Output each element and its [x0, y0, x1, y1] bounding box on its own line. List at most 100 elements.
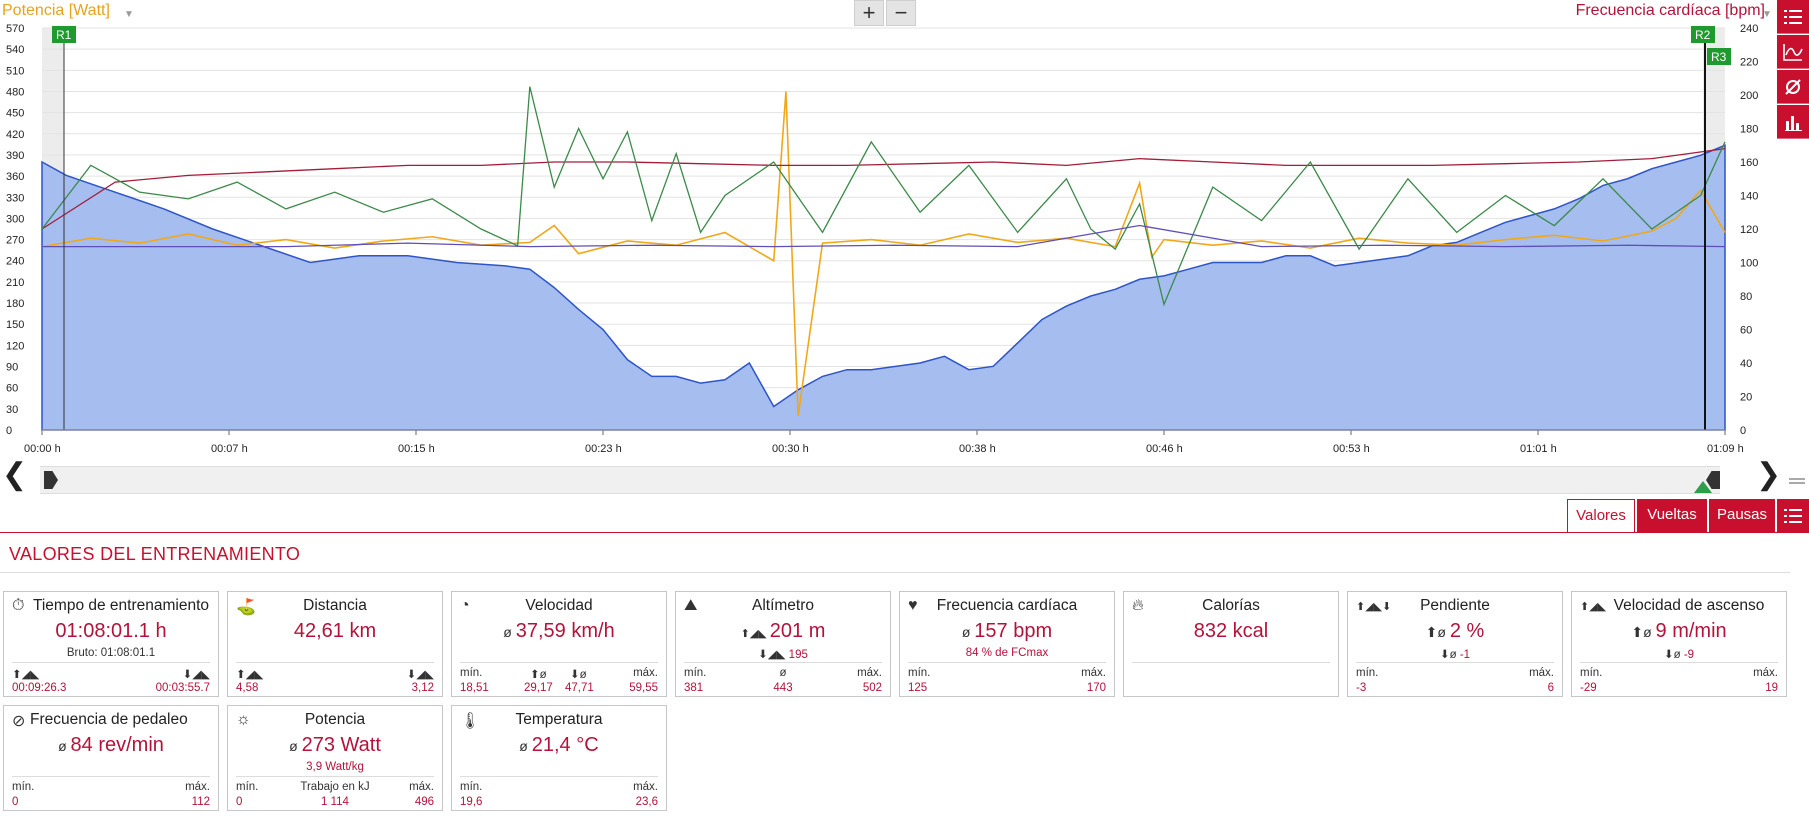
max-value: 170: [1086, 682, 1106, 694]
card-altimetro[interactable]: ⛰ Altímetro ⬆◢◣ 201 m ⬇◢◣ 195 mín. ø máx…: [675, 591, 891, 697]
card-value: 01:08:01.1 h: [55, 620, 167, 642]
list-icon[interactable]: [1777, 499, 1809, 533]
y-right-tick-label: 220: [1740, 57, 1758, 69]
x-tick-label: 00:30 h: [772, 443, 809, 455]
marker-label: R1: [56, 28, 72, 42]
y-right-tick-label: 160: [1740, 157, 1758, 169]
zoom-out-button[interactable]: −: [886, 0, 916, 26]
card-distancia[interactable]: ⛳ Distancia 42,61 km ⬆◢◣ ⬇◢◣ 4,58 3,12: [227, 591, 443, 697]
min-value: -29: [1580, 682, 1597, 694]
min-value: -3: [1356, 682, 1367, 694]
divider: [1356, 662, 1554, 663]
card-velocidad[interactable]: ◔ Velocidad ø 37,59 km/h mín. ⬆ø ⬇ø máx.…: [451, 591, 667, 697]
card-title: Altímetro: [751, 597, 814, 614]
min-value: 381: [684, 682, 704, 694]
y-left-tick-label: 30: [6, 404, 18, 416]
y-left-tick-label: 570: [6, 23, 24, 35]
marker-flag: [1691, 26, 1715, 43]
tab-valores[interactable]: Valores: [1567, 499, 1635, 533]
card-sub: ⬇ø -1: [1348, 647, 1562, 661]
card-calorias[interactable]: 🔥︎ Calorías 832 kcal: [1123, 591, 1339, 697]
y-right-tick-label: 100: [1740, 258, 1758, 270]
series-cadence-line: [42, 224, 1726, 248]
x-tick-label: 00:46 h: [1146, 443, 1183, 455]
training-chart[interactable]: 0 30 60 90 120 150 180 210 240 270 300 330 360 390 420…: [0, 20, 1775, 460]
y-left-tick-label: 180: [6, 298, 24, 310]
y-left-tick-label: 240: [6, 256, 24, 268]
signpost-icon: ⛳: [236, 599, 256, 616]
min-label: mín.: [236, 781, 259, 793]
scroll-left-arrow[interactable]: ❮: [2, 458, 28, 491]
uphill-icon: ⬆◢◣: [236, 669, 264, 681]
marker-label: R3: [1711, 50, 1727, 64]
uphill-average-icon: ⬆ø: [530, 669, 547, 681]
y-left-tick-label: 150: [6, 319, 24, 331]
left-axis-selector[interactable]: Potencia [Watt]: [2, 2, 110, 19]
slope-icon: ⬆◢◣⬇: [1356, 601, 1392, 613]
card-value: ø 157 bpm: [900, 620, 1114, 643]
average-icon: ø: [503, 624, 516, 640]
card-tiempo[interactable]: ⏱ Tiempo de entrenamiento 01:08:01.1 h B…: [3, 591, 219, 697]
line-chart-icon[interactable]: [1777, 35, 1809, 69]
y-left-tick-label: 210: [6, 277, 24, 289]
tab-vueltas[interactable]: Vueltas: [1637, 499, 1707, 533]
position-marker[interactable]: [1694, 481, 1712, 493]
y-left-tick-label: 420: [6, 129, 24, 141]
card-frecuencia-cardiaca[interactable]: ♥ Frecuencia cardíaca ø 157 bpm 84 % de …: [899, 591, 1115, 697]
uphill-time: 00:09:26.3: [12, 682, 67, 694]
downhill-icon: ⬇◢◣: [406, 669, 434, 681]
bar-chart-icon[interactable]: [1777, 105, 1809, 139]
tab-pausas[interactable]: Pausas: [1709, 499, 1775, 533]
list-icon[interactable]: [1777, 0, 1809, 34]
right-axis-selector[interactable]: Frecuencia cardíaca [bpm]: [1575, 2, 1765, 19]
scroll-right-arrow[interactable]: ❯: [1756, 458, 1782, 491]
divider: [908, 662, 1106, 663]
divider: [12, 662, 210, 663]
y-left-tick-label: 60: [6, 383, 18, 395]
y-right-tick-label: 0: [1740, 425, 1746, 437]
flame-icon: 🔥︎: [1132, 597, 1144, 614]
y-left-tick-label: 390: [6, 150, 24, 162]
cadence-icon: ⊘: [12, 713, 26, 730]
card-temperatura[interactable]: 🌡︎ Temperatura ø 21,4 °C mín. máx. 19,6 …: [451, 705, 667, 811]
card-title: Velocidad: [525, 597, 593, 614]
card-title: Velocidad de ascenso: [1613, 597, 1765, 614]
card-value: 42,61 km: [293, 620, 377, 642]
min-value: 0: [12, 796, 19, 808]
min-value: 19,6: [460, 796, 483, 808]
chevron-down-icon[interactable]: ▼: [124, 9, 134, 20]
downhill-average: 47,71: [565, 682, 594, 694]
y-right-tick-label: 120: [1740, 224, 1758, 236]
max-label: máx.: [633, 781, 658, 793]
y-left-tick-label: 270: [6, 235, 24, 247]
max-value: 502: [862, 682, 882, 694]
divider: [1132, 662, 1330, 663]
card-potencia[interactable]: ☼ Potencia ø 273 Watt 3,9 Watt/kg mín. T…: [227, 705, 443, 811]
max-value: 112: [191, 796, 210, 808]
y-left-tick-label: 450: [6, 108, 24, 120]
zoom-in-button[interactable]: +: [854, 0, 884, 26]
card-sub: ⬇ø -9: [1572, 647, 1786, 661]
card-sub: ⬇◢◣ 195: [676, 647, 890, 661]
chevron-down-icon[interactable]: ▼: [1762, 9, 1772, 20]
lightbulb-icon: ☼: [236, 711, 251, 728]
card-title: Frecuencia cardíaca: [936, 597, 1078, 614]
card-velocidad-ascenso[interactable]: ⬆◢◣ Velocidad de ascenso ⬆ø 9 m/min ⬇ø -…: [1571, 591, 1787, 697]
work-value: 1 114: [321, 796, 349, 808]
timeline-scrollbar[interactable]: [40, 466, 1720, 494]
divider: [460, 662, 658, 663]
y-left-tick-label: 300: [6, 213, 24, 225]
card-value: ø 37,59 km/h: [452, 620, 666, 643]
average-icon[interactable]: [1777, 70, 1809, 104]
card-pendiente[interactable]: ⬆◢◣⬇ Pendiente ⬆ø 2 % ⬇ø -1 mín. máx. -3…: [1347, 591, 1563, 697]
min-value: 125: [908, 682, 928, 694]
max-value: 19: [1765, 682, 1778, 694]
downhill-average-icon: ⬇ø: [1663, 649, 1684, 661]
drag-handle[interactable]: [1789, 478, 1805, 480]
card-frecuencia-pedaleo[interactable]: ⊘ Frecuencia de pedaleo ø 84 rev/min mín…: [3, 705, 219, 811]
uphill-average-icon: ⬆ø: [1631, 624, 1656, 640]
max-value: 59,55: [629, 682, 658, 694]
max-label: máx.: [1081, 667, 1106, 679]
range-start-handle[interactable]: [44, 471, 58, 489]
